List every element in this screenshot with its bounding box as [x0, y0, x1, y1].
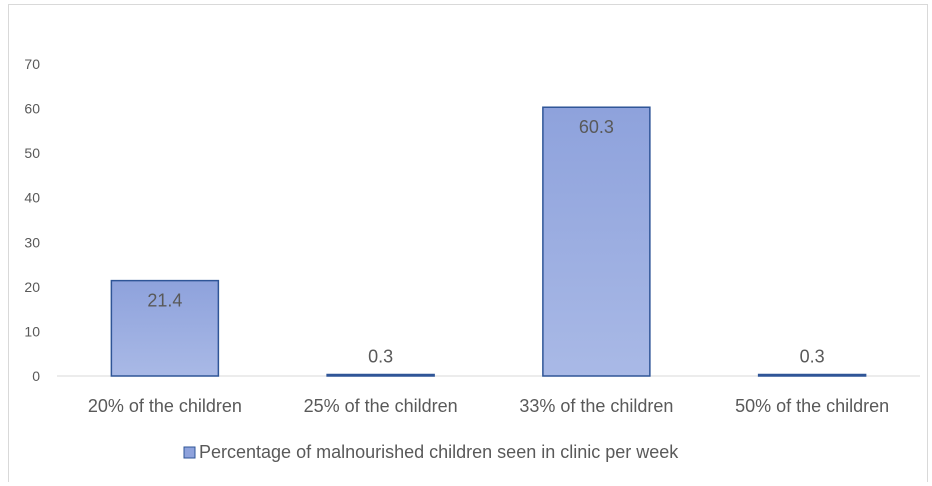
bar: [757, 373, 867, 377]
chart-frame: [8, 4, 928, 482]
legend-label: Percentage of malnourished children seen…: [199, 442, 679, 462]
category-label: 25% of the children: [304, 396, 458, 416]
y-tick-label: 50: [24, 145, 40, 161]
bars: [110, 106, 867, 377]
y-tick-label: 20: [24, 279, 40, 295]
data-labels: 21.4 0.3 60.3 0.3: [147, 117, 824, 366]
data-label: 21.4: [147, 291, 182, 311]
legend-swatch: [183, 446, 196, 459]
category-label: 20% of the children: [88, 396, 242, 416]
y-axis-ticks: 0 10 20 30 40 50 60 70: [24, 56, 40, 384]
y-tick-label: 70: [24, 56, 40, 72]
bar: [110, 279, 220, 377]
data-label: 60.3: [579, 117, 614, 137]
category-labels: 20% of the children 25% of the children 33…: [88, 396, 889, 416]
y-tick-label: 30: [24, 234, 40, 250]
category-label: 50% of the children: [735, 396, 889, 416]
legend: Percentage of malnourished children seen…: [183, 442, 679, 462]
y-tick-label: 10: [24, 323, 40, 339]
bar: [326, 373, 435, 377]
data-label: 0.3: [368, 347, 393, 367]
bar: [542, 106, 651, 377]
y-tick-label: 0: [32, 368, 40, 384]
y-tick-label: 40: [24, 190, 40, 206]
category-label: 33% of the children: [519, 396, 673, 416]
data-label: 0.3: [800, 347, 825, 367]
y-tick-label: 60: [24, 101, 40, 117]
